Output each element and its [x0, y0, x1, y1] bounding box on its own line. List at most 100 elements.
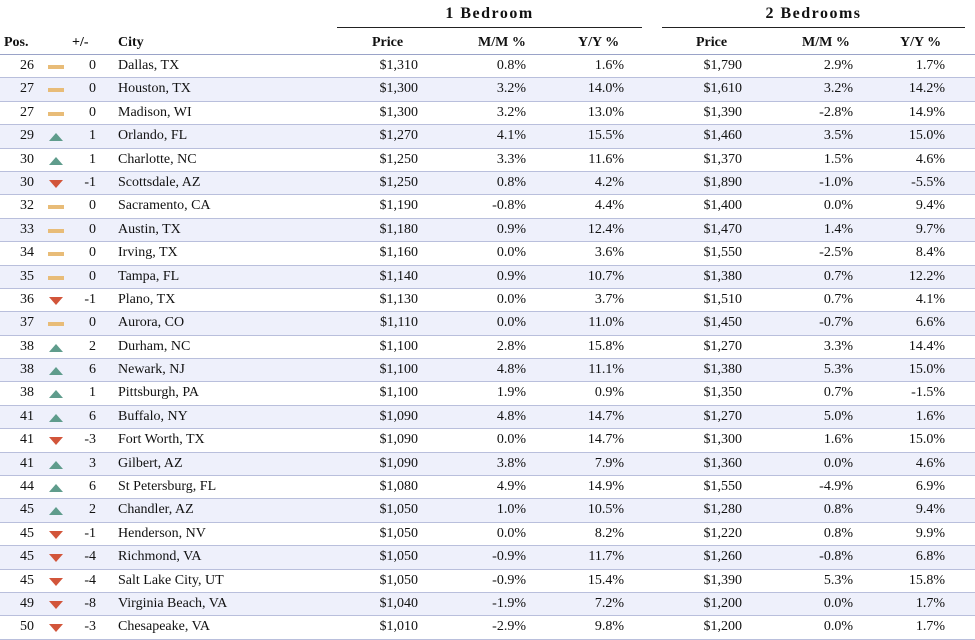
mm-2br-cell: 0.7%	[823, 291, 853, 307]
price-2br-cell: $1,350	[703, 385, 743, 401]
change-cell: 0	[89, 315, 96, 331]
price-2br-cell: $1,360	[703, 455, 743, 471]
yy-2br-cell: 1.7%	[915, 595, 945, 611]
yy-1br-cell: 3.7%	[594, 291, 624, 307]
yy-1br-cell: 14.7%	[587, 408, 624, 424]
rank-cell: 49	[20, 595, 34, 611]
yy-2br-cell: 4.6%	[915, 151, 945, 167]
mm-1br-cell: -0.8%	[492, 198, 526, 214]
change-cell: 1	[89, 385, 96, 401]
yy-2br-cell: 6.6%	[915, 315, 945, 331]
price-1br-cell: $1,090	[379, 408, 419, 424]
price-2br-cell: $1,260	[703, 549, 743, 565]
mm-2br-cell: 0.0%	[823, 198, 853, 214]
yy-2br-cell: 15.0%	[908, 362, 945, 378]
triangle-up-icon	[47, 412, 65, 424]
mm-2br-cell: 0.8%	[823, 502, 853, 518]
mm-2br-cell: 5.3%	[823, 362, 853, 378]
table-row: 27 0 Madison, WI $1,300 3.2% 13.0% $1,390 -2.8%…	[0, 102, 975, 126]
yy-2br-cell: 9.9%	[915, 525, 945, 541]
price-1br-cell: $1,090	[379, 455, 419, 471]
price-1br-cell: $1,300	[379, 104, 419, 120]
mm-1br-cell: 0.0%	[496, 245, 526, 261]
price-2br-cell: $1,470	[703, 221, 743, 237]
mm-2br-cell: -0.8%	[819, 549, 853, 565]
yy-2br-cell: 9.7%	[915, 221, 945, 237]
yy-1br-cell: 15.5%	[587, 128, 624, 144]
rank-cell: 38	[20, 338, 34, 354]
rank-cell: 26	[20, 58, 34, 73]
table-row: 38 1 Pittsburgh, PA $1,100 1.9% 0.9% $1,350 0.7…	[0, 382, 975, 406]
dash-icon	[47, 248, 65, 260]
mm-2br-cell: 5.0%	[823, 408, 853, 424]
mm-1br-cell: 4.8%	[496, 362, 526, 378]
mm-1br-cell: -1.9%	[492, 595, 526, 611]
change-cell: -1	[84, 291, 96, 307]
city-cell: Chesapeake, VA	[118, 619, 211, 635]
triangle-up-icon	[47, 365, 65, 377]
change-cell: 1	[89, 128, 96, 144]
rank-cell: 37	[20, 315, 34, 331]
change-cell: 3	[89, 455, 96, 471]
table-row: 45 2 Chandler, AZ $1,050 1.0% 10.5% $1,280 0.8%…	[0, 499, 975, 523]
mm-1br-cell: 0.0%	[496, 432, 526, 448]
header-city: City	[118, 35, 144, 50]
mm-2br-cell: 3.5%	[823, 128, 853, 144]
rank-cell: 38	[20, 362, 34, 378]
mm-1br-cell: 0.0%	[496, 315, 526, 331]
mm-2br-cell: 3.3%	[823, 338, 853, 354]
yy-1br-cell: 8.2%	[594, 525, 624, 541]
price-1br-cell: $1,050	[379, 572, 419, 588]
dash-icon	[47, 108, 65, 120]
yy-2br-cell: 8.4%	[915, 245, 945, 261]
rank-cell: 45	[20, 572, 34, 588]
city-cell: Tampa, FL	[118, 268, 180, 284]
mm-1br-cell: 3.3%	[496, 151, 526, 167]
price-2br-cell: $1,280	[703, 502, 743, 518]
yy-1br-cell: 11.0%	[588, 315, 624, 331]
mm-1br-cell: 3.2%	[496, 81, 526, 97]
price-2br-cell: $1,460	[703, 128, 743, 144]
table-row: 35 0 Tampa, FL $1,140 0.9% 10.7% $1,380 0.7% 12.…	[0, 265, 975, 289]
price-1br-cell: $1,080	[379, 479, 419, 495]
price-1br-cell: $1,190	[379, 198, 419, 214]
yy-2br-cell: 6.9%	[915, 479, 945, 495]
yy-1br-cell: 1.6%	[594, 58, 624, 73]
mm-2br-cell: 0.7%	[823, 268, 853, 284]
price-2br-cell: $1,390	[703, 104, 743, 120]
price-1br-cell: $1,270	[379, 128, 419, 144]
city-cell: Madison, WI	[118, 104, 192, 120]
change-cell: 0	[89, 268, 96, 284]
table-row: 45 -1 Henderson, NV $1,050 0.0% 8.2% $1,220 0.8…	[0, 523, 975, 547]
city-cell: Pittsburgh, PA	[118, 385, 199, 401]
triangle-down-icon	[47, 178, 65, 190]
price-1br-cell: $1,160	[379, 245, 419, 261]
price-2br-cell: $1,380	[703, 268, 743, 284]
yy-2br-cell: 14.2%	[908, 81, 945, 97]
triangle-up-icon	[47, 342, 65, 354]
table-body: 26 0 Dallas, TX $1,310 0.8% 1.6% $1,790 2.9% 1.7…	[0, 55, 975, 640]
price-2br-cell: $1,220	[703, 525, 743, 541]
yy-1br-cell: 4.4%	[594, 198, 624, 214]
mm-2br-cell: -2.8%	[819, 104, 853, 120]
yy-1br-cell: 14.7%	[587, 432, 624, 448]
city-cell: Salt Lake City, UT	[118, 572, 224, 588]
yy-1br-cell: 3.6%	[594, 245, 624, 261]
rank-cell: 27	[20, 104, 34, 120]
change-cell: 1	[89, 151, 96, 167]
group-header-1-bedroom: 1 Bedroom	[337, 0, 642, 28]
mm-2br-cell: 0.0%	[823, 455, 853, 471]
price-1br-cell: $1,100	[379, 338, 419, 354]
group-header-2-bedrooms: 2 Bedrooms	[662, 0, 965, 28]
yy-2br-cell: 9.4%	[915, 198, 945, 214]
rank-cell: 29	[20, 128, 34, 144]
yy-1br-cell: 4.2%	[594, 174, 624, 190]
rank-cell: 30	[20, 174, 34, 190]
table-row: 50 -3 Chesapeake, VA $1,010 -2.9% 9.8% $1,200 0…	[0, 616, 975, 640]
city-cell: Orlando, FL	[118, 128, 188, 144]
mm-1br-cell: 1.9%	[496, 385, 526, 401]
rank-cell: 45	[20, 502, 34, 518]
yy-2br-cell: -5.5%	[911, 174, 945, 190]
table-row: 36 -1 Plano, TX $1,130 0.0% 3.7% $1,510 0.7% 4.1…	[0, 289, 975, 313]
mm-1br-cell: -0.9%	[492, 549, 526, 565]
